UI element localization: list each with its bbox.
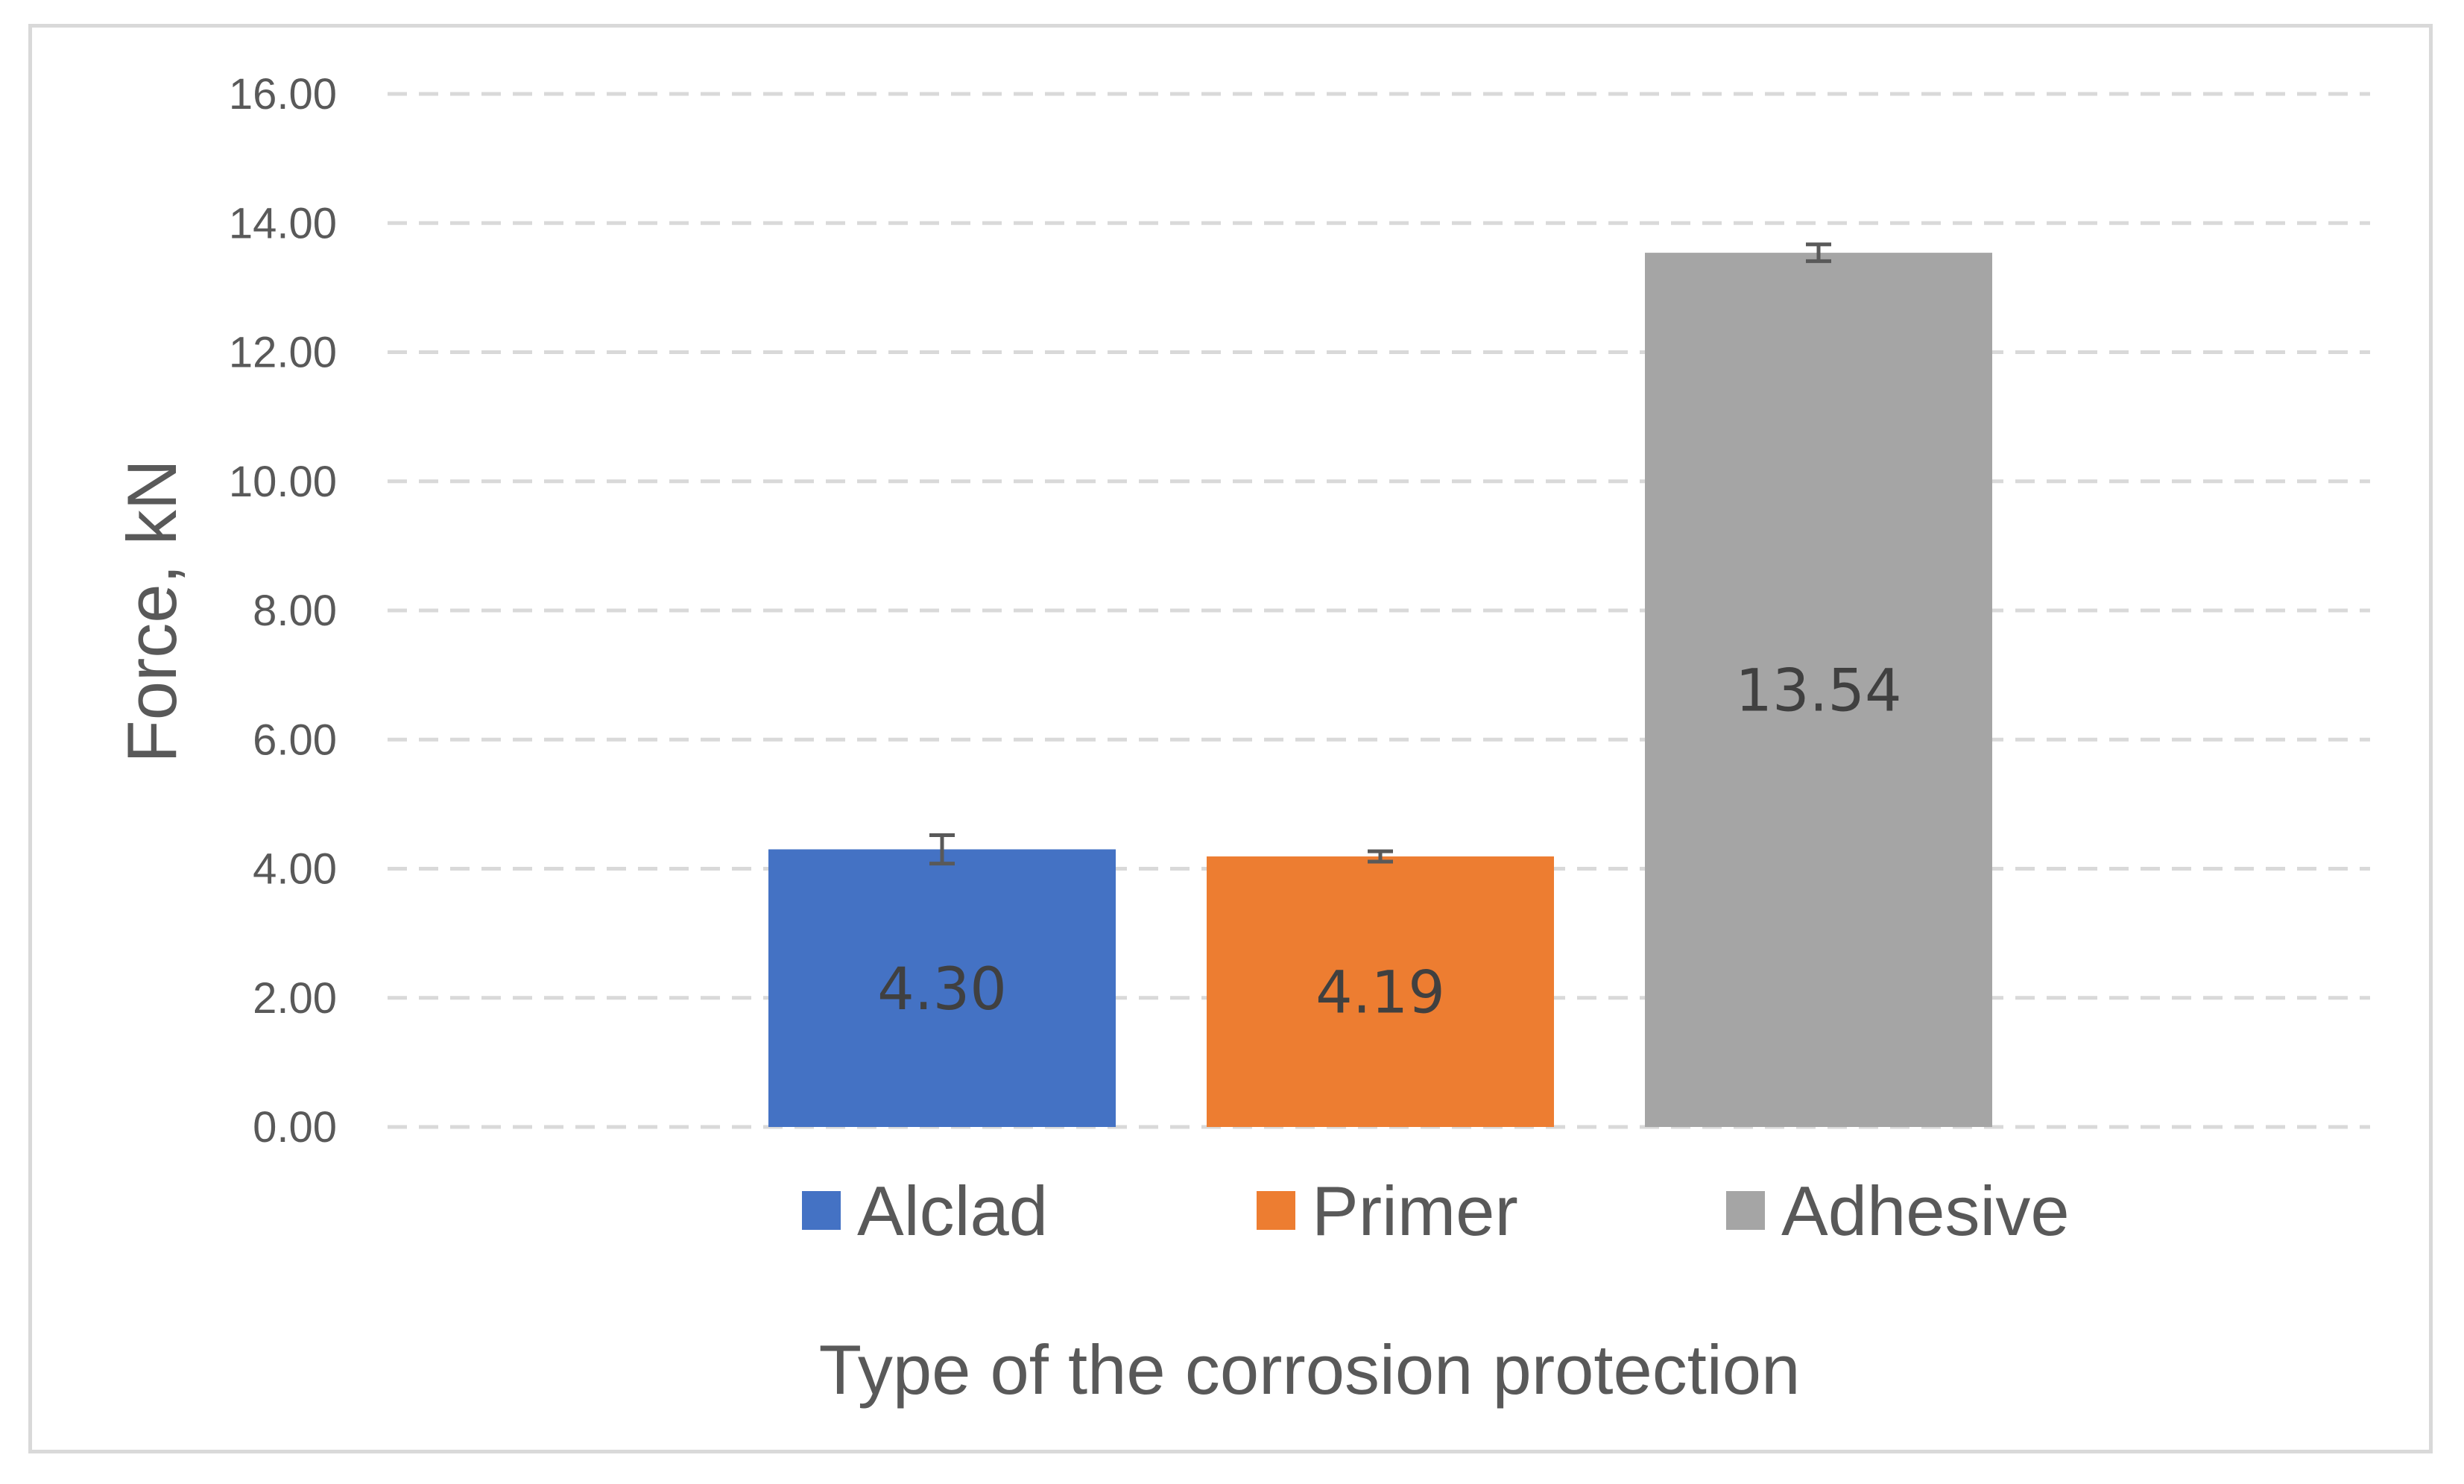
gridlines — [388, 92, 2370, 1129]
y-tick-label: 14.00 — [229, 199, 337, 247]
y-axis-ticks: 0.00 2.00 4.00 6.00 8.00 10.00 12.00 14.00 16.00 — [229, 70, 337, 1152]
y-tick-label: 2.00 — [253, 974, 337, 1023]
error-bars — [929, 242, 1831, 866]
y-tick-label: 10.00 — [229, 458, 337, 506]
legend-item-primer: Primer — [1257, 1172, 1518, 1250]
x-axis-title: Type of the corrosion protection — [819, 1330, 1801, 1409]
legend-label: Adhesive — [1781, 1172, 2070, 1250]
error-bar-alclad — [929, 833, 955, 866]
data-label-primer: 4.19 — [1315, 960, 1445, 1027]
bar-alclad — [768, 849, 1116, 1127]
legend-swatch — [1726, 1191, 1765, 1230]
legend-swatch — [1257, 1191, 1295, 1230]
y-tick-label: 0.00 — [253, 1103, 337, 1152]
y-tick-label: 12.00 — [229, 329, 337, 377]
y-tick-label: 6.00 — [253, 716, 337, 764]
y-axis-title: Force, kN — [113, 459, 191, 762]
y-tick-label: 16.00 — [229, 70, 337, 119]
legend-swatch — [802, 1191, 841, 1230]
y-tick-label: 4.00 — [253, 845, 337, 894]
legend-item-adhesive: Adhesive — [1726, 1172, 2070, 1250]
y-tick-label: 8.00 — [253, 587, 337, 635]
data-labels: 4.30 4.19 13.54 — [877, 658, 1901, 1027]
bars — [768, 253, 1992, 1127]
legend-label: Alclad — [857, 1172, 1048, 1250]
error-bar-adhesive — [1806, 242, 1831, 263]
legend-item-alclad: Alclad — [802, 1172, 1048, 1250]
legend: Alclad Primer Adhesive — [802, 1172, 2070, 1250]
bar-adhesive — [1645, 253, 1992, 1127]
data-label-adhesive: 13.54 — [1735, 658, 1901, 725]
bar-primer — [1207, 856, 1554, 1127]
error-bar-primer — [1368, 849, 1393, 864]
legend-label: Primer — [1312, 1172, 1518, 1250]
data-label-alclad: 4.30 — [877, 956, 1007, 1023]
